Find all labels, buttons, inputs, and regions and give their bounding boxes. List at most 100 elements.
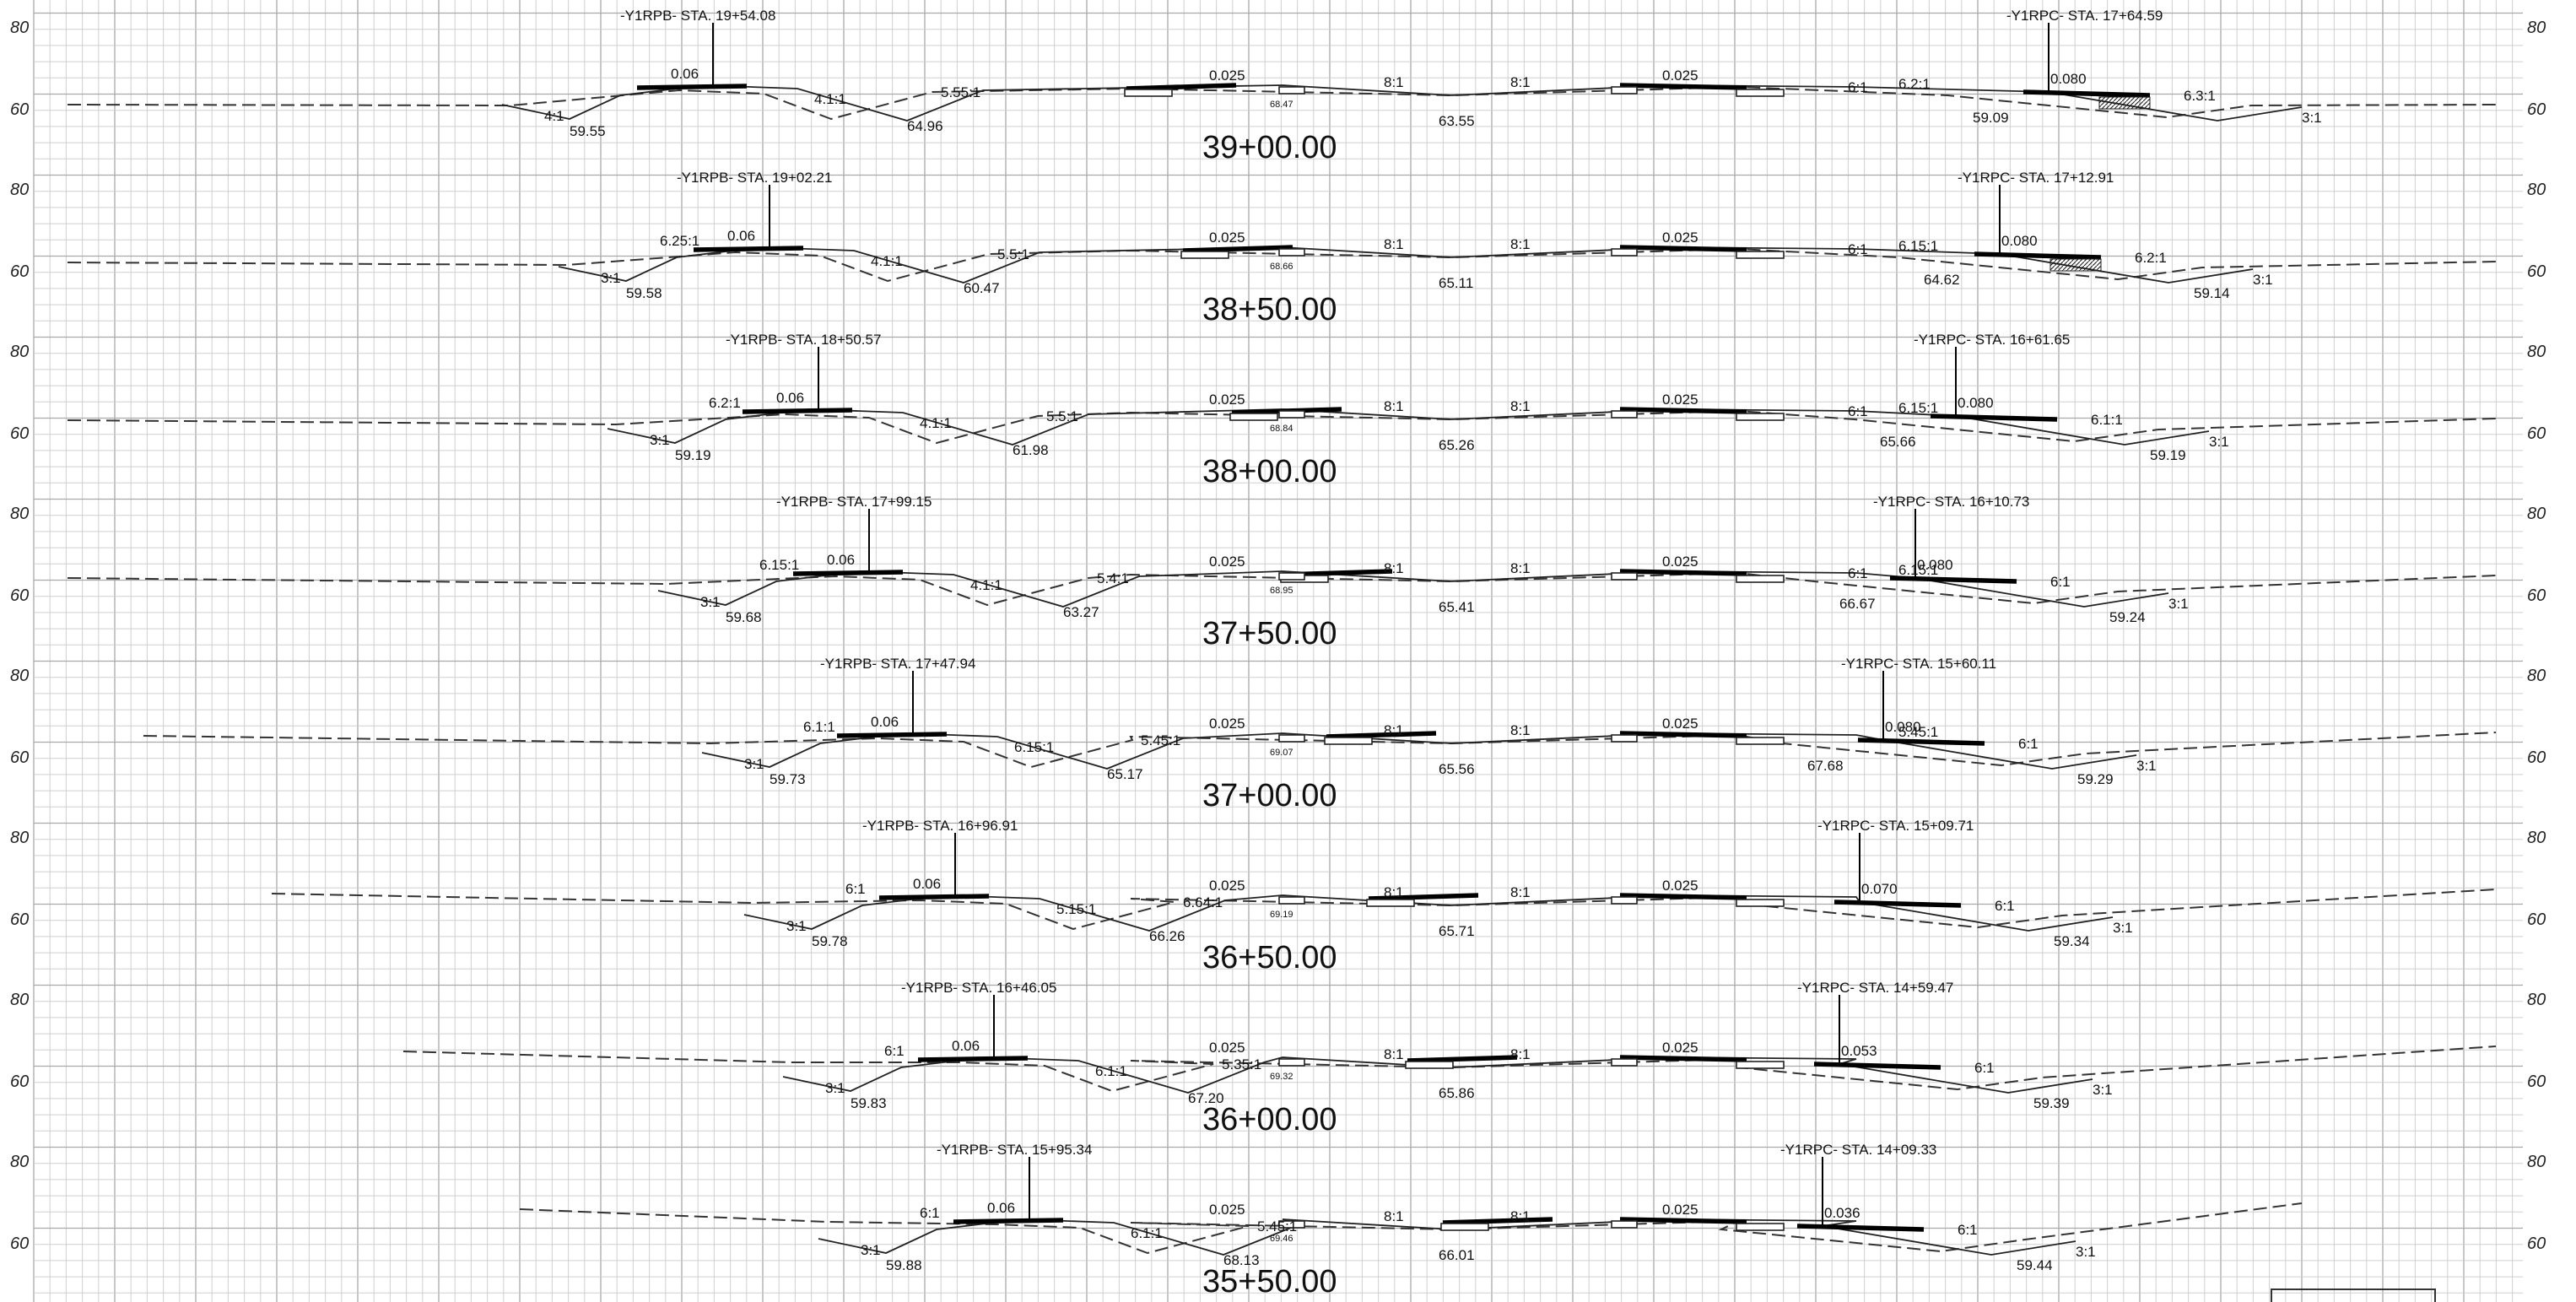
left-slope-label: 0.06 [671, 66, 699, 82]
center-slope-right-label: 0.025 [1662, 1040, 1698, 1056]
left-tie-station: -Y1RPB- STA. 19+54.08 [620, 8, 775, 24]
slope-ratio-ditch-left: 4.1:1 [920, 415, 952, 431]
left-tie-station: -Y1RPB- STA. 16+96.91 [862, 818, 1018, 834]
slope-ratio-outer-left: 3:1 [700, 594, 721, 610]
slope-ratio-center-2: 8:1 [1510, 722, 1531, 738]
slope-ratio-outer-left: 3:1 [601, 270, 621, 286]
pavement-left-road [693, 246, 804, 252]
elevation-label-lower-left: 60 [10, 424, 29, 443]
elevation-left-ditch: 59.73 [770, 771, 806, 787]
slope-ratio-ditch-left: 6.15:1 [1014, 739, 1054, 755]
centerline-elevation: 69.32 [1270, 1072, 1293, 1082]
elevation-left-inner: 61.98 [1013, 442, 1049, 458]
right-tie-station: -Y1RPC- STA. 16+61.65 [1914, 332, 2070, 348]
curb-median [1611, 572, 1638, 581]
slope-ratio-fill-left: 5.55:1 [941, 84, 980, 100]
elevation-axes: 80 60 80 60 80 60 80 60 80 60 80 60 80 60 80 60 80 60 80 60… [10, 19, 2546, 1253]
station-title: 35+50.00 [1202, 1264, 1337, 1299]
curb-left [1229, 413, 1278, 421]
grid [33, 0, 2523, 1302]
elevation-label-upper-right: 80 [2527, 991, 2546, 1009]
curb-center [1278, 896, 1305, 905]
pavement-mainline-left [1442, 1217, 1553, 1225]
elevation-right-inner: 59.09 [1973, 110, 2009, 126]
elevation-label-lower-left: 60 [10, 100, 29, 119]
slope-ratio-cut-right: 6:1 [2050, 574, 2071, 590]
right-slope-label: 0.036 [1824, 1205, 1860, 1221]
slope-ratio-center-1: 8:1 [1384, 1208, 1404, 1224]
left-tie-station: -Y1RPB- STA. 15+95.34 [937, 1142, 1092, 1158]
elevation-labels: 80 60 80 60 [10, 1153, 2546, 1253]
slope-ratio-fill-right: 6:1 [1848, 241, 1868, 257]
centerline-elevation: 68.95 [1270, 586, 1293, 596]
elevation-labels: 80 60 80 60 [10, 343, 2546, 443]
station-title: 37+50.00 [1202, 616, 1337, 651]
elevation-left-inner: 67.20 [1188, 1090, 1224, 1106]
curb-center [1278, 86, 1305, 95]
pavement-left-road [878, 894, 990, 900]
left-slope-label: 0.06 [827, 552, 855, 568]
slope-ratio-fill-left: 6.64:1 [1183, 894, 1223, 910]
right-tie-station: -Y1RPC- STA. 14+59.47 [1797, 980, 1953, 996]
elevation-label-upper-left: 80 [10, 343, 29, 361]
elevation-label-lower-left: 60 [10, 586, 29, 605]
elevation-labels: 80 60 80 60 [10, 181, 2546, 281]
slope-ratio-fill-left: 5.45:1 [1257, 1218, 1297, 1234]
centerline-elevation: 69.19 [1270, 910, 1293, 920]
elevation-label-lower-right: 60 [2527, 586, 2546, 605]
slope-ratio-cut-right: 6:1 [1995, 898, 2015, 914]
centerline-elevation: 69.07 [1270, 748, 1293, 758]
left-tie-station: -Y1RPB- STA. 17+99.15 [776, 494, 932, 510]
elevation-label-upper-right: 80 [2527, 667, 2546, 685]
pavement-left-road [953, 1218, 1064, 1224]
station-title: 36+00.00 [1202, 1102, 1337, 1137]
elevation-median: 65.86 [1439, 1085, 1475, 1101]
elevation-label-upper-left: 80 [10, 19, 29, 37]
curb-median [1611, 86, 1638, 95]
right-slope-label: 0.080 [1917, 557, 1953, 573]
elevation-label-lower-left: 60 [10, 1072, 29, 1091]
slope-ratio-cut-left: 6:1 [884, 1043, 905, 1059]
centerline-elevation: 68.84 [1270, 424, 1293, 434]
right-tie-station: -Y1RPC- STA. 14+09.33 [1780, 1142, 1936, 1158]
pavement-mainline-right [1619, 1217, 1747, 1224]
pavement-right-road [1889, 575, 2017, 584]
elevation-left-ditch: 59.55 [570, 123, 606, 139]
proposed-grade-line [657, 570, 2169, 608]
sections: -Y1RPB- STA. 19+54.08 -Y1RPC- STA. 17+64.… [67, 8, 2497, 1299]
elevation-right-inner: 65.66 [1880, 434, 1916, 450]
left-tie-station: -Y1RPB- STA. 16+46.05 [901, 980, 1056, 996]
slope-ratio-cut-left: 6.2:1 [709, 395, 741, 411]
slope-ratio-back-right: 3:1 [2093, 1082, 2113, 1098]
curb-left [1180, 251, 1229, 259]
slope-ratio-ditch-left: 5.15:1 [1056, 901, 1096, 917]
slope-ratio-back-right: 3:1 [2136, 758, 2157, 774]
right-slope-label: 0.080 [1958, 395, 1994, 411]
elevation-labels: 80 60 80 60 [10, 19, 2546, 119]
elevation-left-ditch: 59.58 [626, 285, 662, 301]
elevation-labels: 80 60 80 60 [10, 991, 2546, 1091]
pavement-right-road [1974, 251, 2102, 260]
curb-left [1124, 89, 1173, 97]
slope-ratio-center-1: 8:1 [1384, 560, 1404, 576]
elevation-left-inner: 60.47 [964, 280, 1000, 296]
elevation-median: 65.26 [1439, 437, 1475, 453]
elevation-median: 65.11 [1439, 275, 1473, 291]
curb-right [1736, 251, 1785, 259]
proposed-grade-line [607, 408, 2210, 446]
center-slope-label: 0.025 [1209, 230, 1245, 246]
elevation-left-inner: 66.26 [1149, 928, 1185, 944]
center-slope-label: 0.025 [1209, 1202, 1245, 1218]
pavement-mainline-left [1182, 245, 1293, 253]
elevation-label-lower-left: 60 [10, 748, 29, 767]
curb-median [1611, 1058, 1638, 1067]
curb-left [1440, 1223, 1489, 1231]
pavement-right-road [1796, 1224, 1925, 1232]
curb-median [1611, 248, 1638, 257]
pavement-right-road [1857, 737, 1985, 746]
elevation-label-lower-right: 60 [2527, 1072, 2546, 1091]
existing-ground-line [271, 889, 2497, 931]
pavement-left-road [636, 84, 748, 90]
right-slope-label: 0.080 [2001, 233, 2038, 249]
